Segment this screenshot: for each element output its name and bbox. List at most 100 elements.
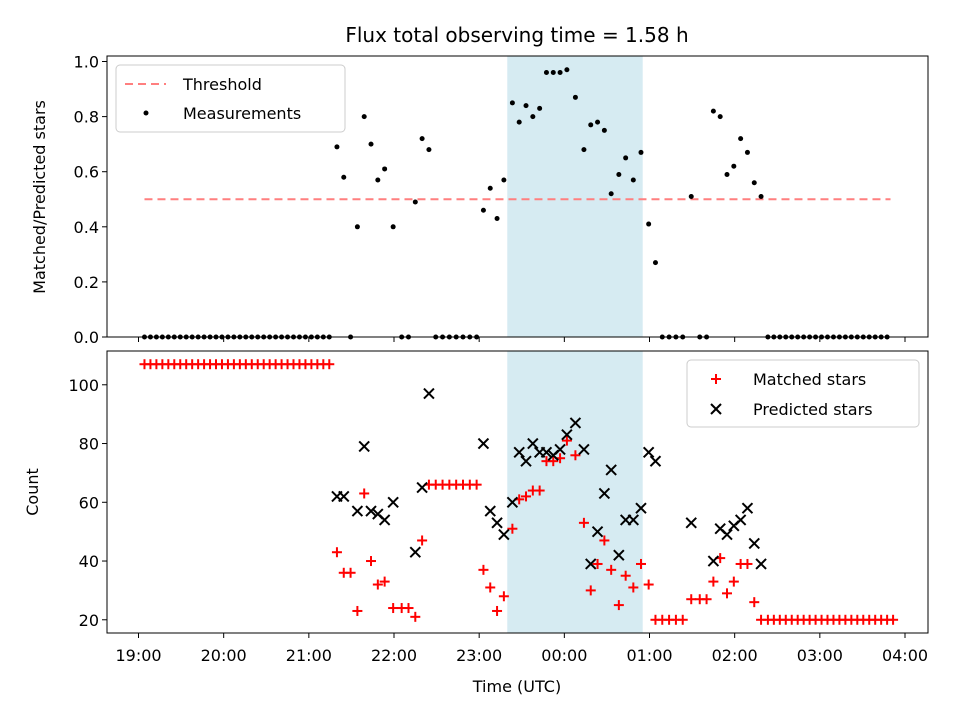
predicted-star-point [484,505,496,517]
measurement-point [724,171,730,177]
predicted-star-point [506,496,519,508]
measurement-point [688,194,694,199]
predicted-star-point [748,537,760,550]
matched-star-point [628,582,639,593]
matched-star-point [635,558,646,569]
predicted-star-point [585,558,597,570]
legend-measurements-label: Measurements [183,104,301,123]
predicted-star-point [561,429,573,441]
predicted-star-point [598,487,611,500]
predicted-star-point [755,558,767,570]
measurement-point [390,224,396,230]
predicted-star-point [613,549,625,561]
measurement-point [616,171,622,177]
matched-star-point [677,614,688,625]
measurement-point [751,180,757,186]
matched-star-point [366,556,377,567]
matched-star-point [534,485,545,496]
x-tick-label: 20:00 [201,646,247,665]
matched-star-point [417,535,428,546]
matched-star-point [742,558,753,569]
measurement-point [480,207,486,213]
bottom-legend-box [686,359,920,428]
measurement-point [419,136,425,142]
measurement-point [354,224,360,230]
top-y-tick-label: 0.4 [74,218,99,237]
legend-matched-marker [711,374,721,384]
matched-star-point [643,579,654,590]
matched-star-point [345,567,356,578]
predicted-star-point [491,517,503,529]
predicted-star-point [741,502,754,514]
matched-star-point [359,488,370,499]
measurement-point [758,194,764,199]
bottom-y-tick-label: 80 [79,435,99,454]
measurement-point [375,177,381,183]
x-tick-label: 03:00 [797,646,843,665]
predicted-star-point [685,517,697,529]
x-tick-label: 00:00 [541,646,587,665]
predicted-star-point [351,505,364,517]
measurement-point [426,147,432,153]
predicted-star-point [387,496,399,508]
measurement-point [738,136,744,142]
matched-star-point [585,585,596,596]
matched-star-point [708,576,719,587]
x-tick-label: 23:00 [456,646,502,665]
measurement-point [341,174,347,180]
x-tick-label: 02:00 [712,646,758,665]
measurement-point [731,163,737,169]
predicted-star-point [554,443,566,456]
matched-star-point [471,479,482,490]
bottom-x-ticks: 19:00 20:00 21:00 22:00 23:00 00:00 01:00 02:00… [115,633,928,665]
top-panel-highlight-span [507,56,643,337]
measurement-point [646,221,652,227]
matched-star-point [578,517,589,528]
matched-star-point [686,594,697,605]
matched-star-point [606,564,617,575]
measurement-point [516,119,522,125]
matched-star-point [478,564,489,575]
top-y-tick-label: 0.0 [74,328,99,347]
predicted-star-point [498,528,510,541]
top-y-tick-label: 1.0 [74,53,99,72]
matched-star-point [521,491,532,502]
predicted-star-point [605,464,617,476]
predicted-star-point [627,514,640,526]
predicted-star-point [338,490,350,503]
count-points [139,359,899,625]
measurement-point [652,260,658,266]
measurement-point [564,67,570,73]
predicted-star-point [707,555,720,567]
measurement-point [710,108,716,114]
x-tick-label: 22:00 [371,646,417,665]
predicted-star-point [649,455,662,467]
measurement-point [550,70,556,76]
predicted-star-point [527,437,539,450]
predicted-star-point [642,446,655,459]
matched-star-point [749,597,760,608]
measurement-point [501,177,507,183]
matched-star-point [410,611,421,622]
measurement-points [141,67,890,340]
matched-star-point [352,605,363,616]
bottom-y-tick-label: 40 [79,552,99,571]
legend-matched-label: Matched stars [753,370,866,389]
top-x-ticks [138,337,906,342]
matched-star-point [722,588,733,599]
measurement-point [557,70,563,76]
measurement-point [581,147,587,153]
legend-predicted-swatch [710,403,722,415]
matched-star-point [888,614,899,625]
measurement-point [608,191,614,197]
predicted-star-point [578,443,590,456]
matched-star-point [570,450,581,461]
top-y-axis-label: Matched/Predicted stars [30,100,49,294]
predicted-star-point [409,546,422,558]
x-tick-label: 01:00 [626,646,672,665]
measurement-point [487,185,493,191]
bottom-y-ticks: 20 40 60 80 100 [68,376,107,630]
matched-star-point [613,600,624,611]
x-tick-label: 21:00 [286,646,332,665]
measurement-point [744,149,750,155]
